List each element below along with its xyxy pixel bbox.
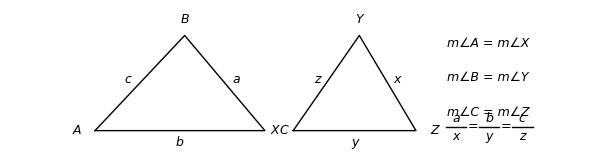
Text: y: y <box>485 130 493 143</box>
Text: A: A <box>72 124 81 137</box>
Text: z: z <box>314 73 320 86</box>
Text: x: x <box>452 130 460 143</box>
Text: m∠B = m∠Y: m∠B = m∠Y <box>446 71 528 84</box>
Text: a: a <box>452 113 460 125</box>
Text: b: b <box>485 113 493 125</box>
Text: Y: Y <box>356 14 363 26</box>
Text: c: c <box>125 73 132 86</box>
Text: B: B <box>180 14 189 26</box>
Text: C: C <box>279 124 288 137</box>
Text: a: a <box>233 73 241 86</box>
Text: b: b <box>176 136 184 149</box>
Text: X: X <box>270 124 279 137</box>
Text: Z: Z <box>430 124 438 137</box>
Text: m∠C = m∠Z: m∠C = m∠Z <box>446 106 529 119</box>
Text: m∠A = m∠X: m∠A = m∠X <box>446 37 529 50</box>
Text: z: z <box>519 130 526 143</box>
Text: c: c <box>519 113 526 125</box>
Text: =: = <box>467 120 478 133</box>
Text: y: y <box>351 136 358 149</box>
Text: =: = <box>501 120 511 133</box>
Text: x: x <box>393 73 401 86</box>
